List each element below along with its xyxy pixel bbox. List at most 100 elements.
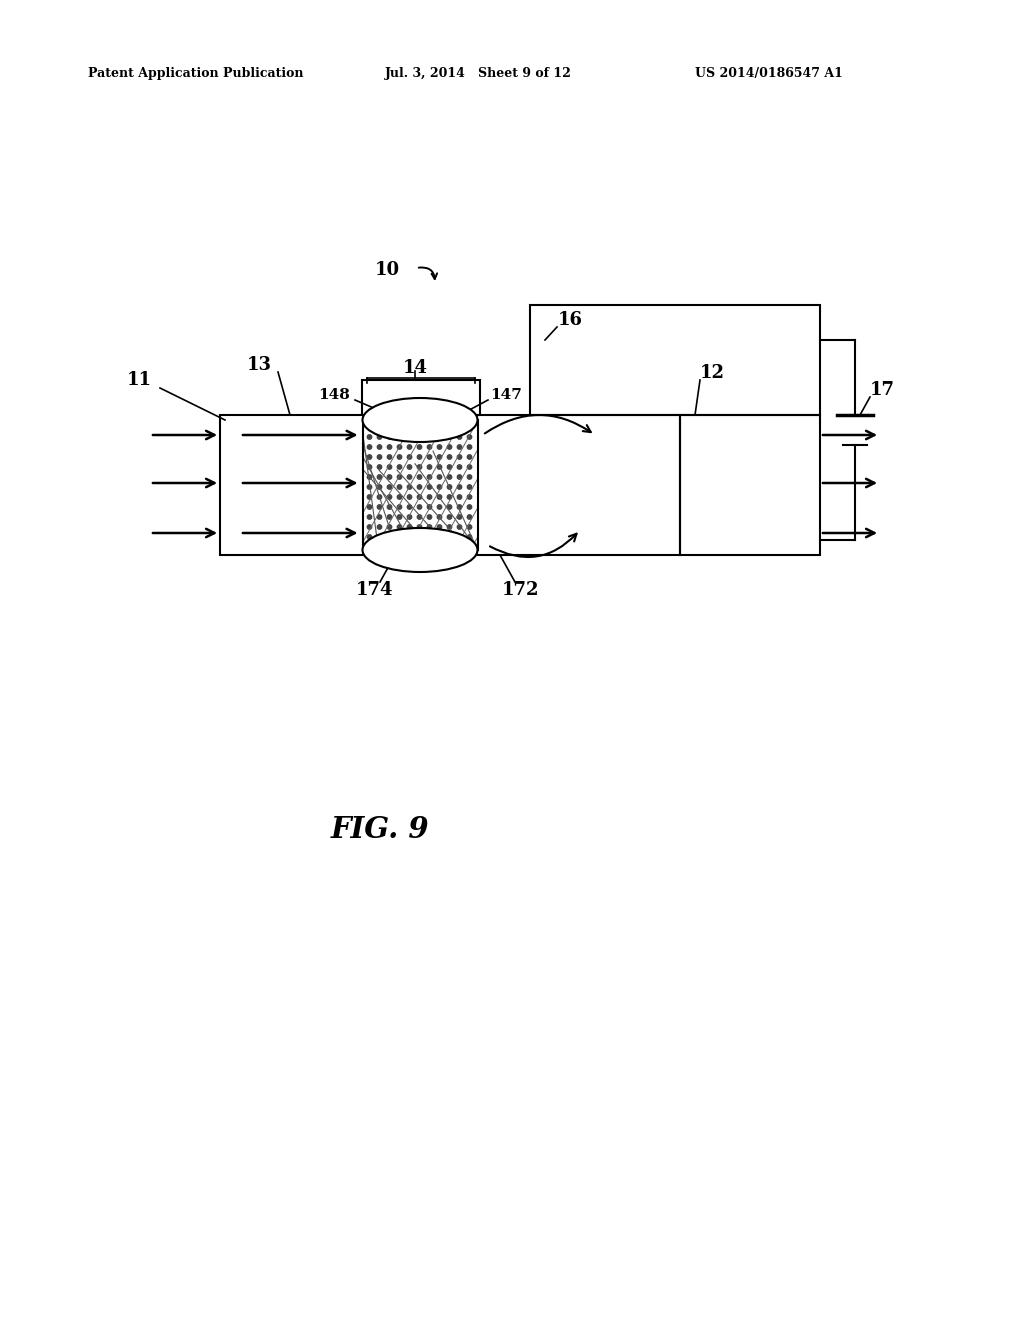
Circle shape (467, 484, 472, 490)
Circle shape (458, 455, 462, 459)
Circle shape (418, 465, 422, 469)
Bar (362, 380, 480, 414)
Circle shape (467, 475, 472, 479)
Circle shape (467, 525, 472, 529)
Text: 174: 174 (356, 581, 394, 599)
Circle shape (397, 515, 401, 519)
Text: 16: 16 (558, 312, 583, 329)
Circle shape (437, 434, 441, 440)
Text: 148: 148 (318, 388, 350, 403)
Circle shape (427, 455, 432, 459)
Circle shape (447, 455, 452, 459)
Circle shape (437, 475, 441, 479)
Circle shape (467, 504, 472, 510)
Circle shape (387, 445, 392, 449)
Circle shape (387, 484, 392, 490)
Circle shape (408, 495, 412, 499)
Text: 17: 17 (870, 381, 895, 399)
Bar (220, 414, 680, 554)
Circle shape (467, 495, 472, 499)
Text: Patent Application Publication: Patent Application Publication (88, 66, 303, 79)
Circle shape (447, 445, 452, 449)
Circle shape (408, 484, 412, 490)
Circle shape (387, 465, 392, 469)
Circle shape (427, 525, 432, 529)
Circle shape (437, 504, 441, 510)
Circle shape (467, 455, 472, 459)
Circle shape (447, 495, 452, 499)
Circle shape (377, 425, 382, 429)
Circle shape (387, 535, 392, 539)
Text: 12: 12 (700, 364, 725, 381)
Circle shape (387, 455, 392, 459)
Circle shape (377, 515, 382, 519)
Circle shape (437, 465, 441, 469)
Circle shape (377, 465, 382, 469)
Circle shape (418, 504, 422, 510)
Circle shape (397, 445, 401, 449)
Text: 10: 10 (375, 261, 400, 279)
Circle shape (408, 465, 412, 469)
Circle shape (397, 535, 401, 539)
Text: 172: 172 (502, 581, 539, 599)
Circle shape (408, 445, 412, 449)
Circle shape (447, 535, 452, 539)
Circle shape (437, 495, 441, 499)
Circle shape (427, 484, 432, 490)
Circle shape (397, 434, 401, 440)
Circle shape (408, 504, 412, 510)
Circle shape (467, 515, 472, 519)
Ellipse shape (362, 528, 477, 572)
Circle shape (437, 525, 441, 529)
Circle shape (368, 465, 372, 469)
Circle shape (427, 535, 432, 539)
Circle shape (467, 445, 472, 449)
Circle shape (387, 525, 392, 529)
Circle shape (447, 484, 452, 490)
Circle shape (427, 465, 432, 469)
Circle shape (418, 425, 422, 429)
Circle shape (467, 425, 472, 429)
Circle shape (408, 455, 412, 459)
Text: 13: 13 (247, 356, 272, 374)
Circle shape (458, 484, 462, 490)
Circle shape (458, 445, 462, 449)
Circle shape (447, 515, 452, 519)
Circle shape (397, 484, 401, 490)
Text: FIG. 9: FIG. 9 (331, 816, 429, 845)
Circle shape (368, 425, 372, 429)
Circle shape (418, 475, 422, 479)
Circle shape (458, 465, 462, 469)
Circle shape (397, 495, 401, 499)
Ellipse shape (362, 399, 477, 442)
Circle shape (377, 504, 382, 510)
Text: 147: 147 (490, 388, 522, 403)
Circle shape (447, 504, 452, 510)
Circle shape (458, 425, 462, 429)
Text: 11: 11 (127, 371, 152, 389)
Circle shape (467, 535, 472, 539)
Bar (530, 305, 820, 414)
Circle shape (437, 484, 441, 490)
Circle shape (427, 504, 432, 510)
Circle shape (458, 504, 462, 510)
Bar (680, 414, 820, 554)
Circle shape (368, 475, 372, 479)
Circle shape (458, 475, 462, 479)
Circle shape (418, 484, 422, 490)
Circle shape (458, 434, 462, 440)
Circle shape (387, 495, 392, 499)
Circle shape (368, 434, 372, 440)
Circle shape (397, 475, 401, 479)
Circle shape (377, 484, 382, 490)
Circle shape (408, 425, 412, 429)
Circle shape (368, 515, 372, 519)
Circle shape (387, 434, 392, 440)
Circle shape (458, 495, 462, 499)
Circle shape (368, 504, 372, 510)
Circle shape (447, 525, 452, 529)
Circle shape (447, 475, 452, 479)
Circle shape (377, 525, 382, 529)
Circle shape (437, 535, 441, 539)
Circle shape (368, 525, 372, 529)
